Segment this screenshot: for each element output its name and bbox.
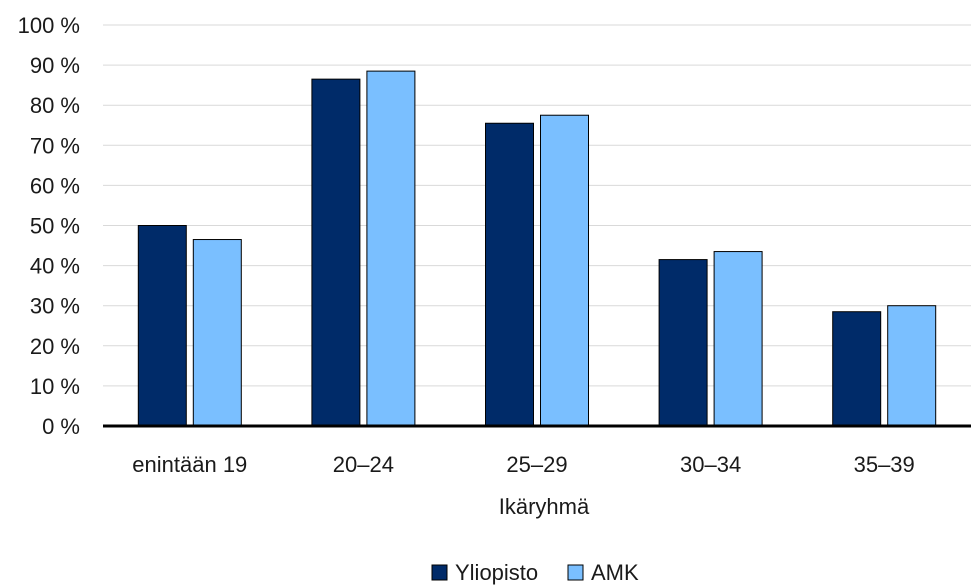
y-tick-label: 0 % [42,414,80,439]
bar-amk-0 [192,239,242,427]
bar-yliopisto-4 [832,311,882,427]
bar-amk-4 [887,305,937,427]
bar-yliopisto-2 [485,122,534,427]
x-tick-label: 35–39 [854,452,915,477]
y-tick-label: 70 % [30,133,80,158]
bar-yliopisto-3 [658,259,708,427]
x-tick-label: enintään 19 [132,452,247,477]
y-tick-label: 40 % [30,254,80,279]
x-axis-title: Ikäryhmä [499,494,590,519]
x-axis-ticks: enintään 19 20–24 25–29 30–34 35–39 [132,452,914,477]
y-axis-ticks: 0 % 10 % 20 % 30 % 40 % 50 % 60 % 70 % 80 % 90 % 1… [18,13,80,439]
bars [137,70,937,427]
y-tick-label: 50 % [30,214,80,239]
y-tick-label: 90 % [30,53,80,78]
gridlines [103,24,971,387]
legend-swatch-yliopisto [431,564,448,581]
x-tick-label: 20–24 [333,452,394,477]
bar-amk-1 [366,70,416,427]
legend-label-amk: AMK [591,560,639,585]
y-tick-label: 30 % [30,294,80,319]
legend-label-yliopisto: Yliopisto [455,560,538,585]
y-tick-label: 100 % [18,13,80,38]
y-tick-label: 80 % [30,93,80,118]
x-tick-label: 25–29 [506,452,567,477]
bar-amk-3 [713,251,763,427]
x-tick-label: 30–34 [680,452,741,477]
legend-swatch-amk [567,564,584,581]
y-tick-label: 60 % [30,173,80,198]
legend: Yliopisto AMK [431,560,639,585]
bar-amk-2 [540,114,589,427]
bar-yliopisto-1 [311,78,361,427]
y-tick-label: 10 % [30,374,80,399]
bar-yliopisto-0 [137,225,187,427]
y-tick-label: 20 % [30,334,80,359]
